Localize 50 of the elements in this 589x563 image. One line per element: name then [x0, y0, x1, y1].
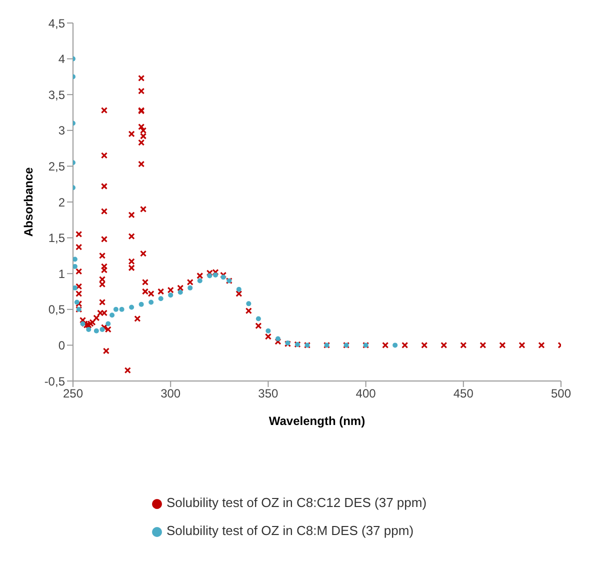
- point: [266, 328, 271, 334]
- y-tick-label: 3: [58, 124, 66, 138]
- y-tick-label: 4,5: [48, 16, 66, 30]
- point: [106, 321, 111, 326]
- x-tick-label: 350: [258, 386, 279, 401]
- y-tick-label: 4: [58, 52, 66, 66]
- y-tick-label: 1,5: [48, 231, 66, 246]
- point: [246, 301, 252, 306]
- y-tick-label: 0: [58, 338, 66, 352]
- point: [73, 256, 78, 262]
- x-tick-label: 250: [62, 386, 84, 401]
- point: [110, 312, 115, 318]
- point: [168, 292, 174, 298]
- point: [94, 328, 99, 334]
- point: [100, 326, 105, 332]
- point: [129, 304, 134, 310]
- point: [86, 326, 92, 332]
- x-axis-title: Wavelength (nm): [268, 414, 366, 428]
- point: [220, 274, 226, 280]
- point: [74, 300, 80, 305]
- legend-label: Solubility test of OZ in C8:C12 DES (37 ppm): [166, 495, 427, 510]
- point: [207, 273, 212, 278]
- point: [138, 302, 144, 307]
- point: [236, 286, 242, 292]
- point: [392, 342, 398, 348]
- point: [212, 272, 218, 278]
- point: [178, 290, 183, 295]
- point: [275, 336, 280, 342]
- y-tick-label: 3,5: [48, 88, 66, 102]
- y-tick-label: 0,5: [48, 302, 66, 317]
- y-axis-title: Absorbance: [21, 167, 36, 237]
- y-tick-label: -0,5: [44, 374, 66, 388]
- point: [158, 296, 164, 302]
- x-tick-label: 300: [160, 386, 181, 401]
- x-tick-label: 400: [356, 386, 376, 401]
- point: [73, 264, 78, 269]
- point: [80, 321, 86, 326]
- y-tick-label: 2,5: [48, 159, 66, 174]
- point: [119, 306, 124, 312]
- point: [256, 316, 261, 322]
- point: [188, 285, 193, 290]
- point: [113, 306, 118, 312]
- point: [197, 278, 202, 284]
- point: [148, 300, 154, 305]
- x-tick-label: 500: [550, 386, 572, 401]
- y-tick-label: 2: [58, 195, 66, 210]
- y-tick-label: 1: [58, 266, 66, 281]
- legend-label: Solubility test of OZ in C8:M DES (37 ppm): [166, 523, 414, 538]
- point: [73, 285, 78, 290]
- x-tick-label: 450: [453, 386, 474, 401]
